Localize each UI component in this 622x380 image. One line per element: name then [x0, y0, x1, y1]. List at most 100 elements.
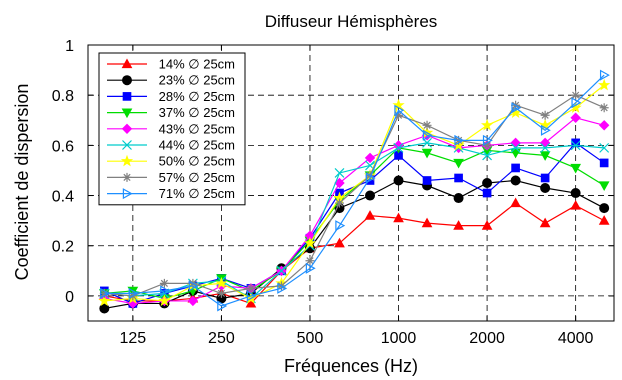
series-9 — [100, 69, 610, 312]
x-tick-label: 2000 — [469, 330, 505, 347]
data-point — [599, 158, 609, 168]
data-point — [453, 193, 464, 204]
legend-label: 43% ∅ 25cm — [159, 121, 235, 136]
data-point — [598, 78, 611, 91]
legend-item: 37% ∅ 25cm — [107, 105, 235, 120]
data-point — [482, 140, 492, 150]
data-point — [510, 137, 521, 149]
data-point — [571, 97, 582, 109]
data-point — [160, 285, 171, 297]
legend-marker — [122, 140, 132, 150]
data-point — [276, 265, 287, 276]
data-point — [511, 102, 522, 114]
y-tick-label: 1 — [65, 38, 74, 55]
data-point — [540, 124, 551, 136]
data-point — [303, 236, 317, 249]
data-point — [539, 217, 551, 228]
x-tick-label: 125 — [119, 330, 146, 347]
data-point — [128, 287, 139, 299]
data-point — [598, 120, 610, 131]
data-point — [215, 276, 228, 289]
data-point — [571, 138, 580, 148]
data-point — [453, 220, 464, 230]
data-point — [217, 300, 228, 312]
data-point — [598, 181, 610, 192]
data-point — [158, 294, 171, 307]
y-tick-label: 0.2 — [52, 239, 74, 256]
data-point — [364, 210, 376, 220]
data-point — [570, 188, 581, 199]
y-tick-label: 0.8 — [52, 88, 74, 105]
data-point — [393, 142, 404, 153]
y-tick-label: 0.6 — [52, 138, 74, 155]
data-point — [482, 188, 492, 198]
data-point — [540, 142, 551, 153]
legend-label: 50% ∅ 25cm — [159, 154, 235, 169]
data-point — [570, 200, 582, 210]
legend-marker — [120, 154, 134, 167]
legend-label: 44% ∅ 25cm — [159, 138, 235, 153]
data-point — [539, 151, 551, 161]
data-point — [422, 129, 433, 141]
data-point — [98, 294, 111, 307]
legend-item: 23% ∅ 25cm — [107, 73, 235, 88]
data-point — [422, 176, 432, 185]
x-tick-label: 500 — [297, 330, 324, 347]
data-point — [334, 168, 345, 178]
plot-frame — [87, 44, 615, 322]
x-axis-label: Fréquences (Hz) — [284, 356, 418, 376]
data-point — [99, 303, 110, 314]
data-point — [364, 152, 376, 164]
data-point — [599, 69, 610, 81]
series-line — [104, 74, 605, 307]
data-point — [570, 112, 581, 123]
data-point — [394, 110, 404, 120]
legend-marker — [122, 172, 132, 182]
y-axis-label: Coefficient de dispersion — [12, 84, 32, 281]
data-point — [510, 142, 521, 153]
data-point — [421, 217, 433, 228]
data-point — [453, 158, 464, 169]
series-line — [104, 147, 605, 300]
legend-item: 44% ∅ 25cm — [107, 138, 235, 153]
legend-marker — [122, 188, 133, 200]
data-point — [540, 173, 550, 183]
x-tick-label: 250 — [208, 330, 235, 347]
data-point — [599, 103, 609, 113]
data-point — [598, 215, 610, 225]
data-point — [482, 150, 493, 161]
legend-marker — [121, 108, 133, 119]
y-tick-label: 0 — [65, 289, 74, 306]
legend-marker — [121, 123, 133, 135]
data-point — [305, 262, 316, 274]
legend-marker — [121, 58, 133, 69]
legend-item: 71% ∅ 25cm — [107, 186, 235, 201]
data-point — [335, 220, 346, 232]
legend-item: 28% ∅ 25cm — [107, 89, 235, 104]
data-point — [482, 134, 493, 146]
y-tick-label: 0.4 — [52, 189, 74, 206]
data-point — [570, 140, 581, 151]
data-point — [187, 295, 199, 307]
data-point — [480, 118, 494, 131]
legend-label: 14% ∅ 25cm — [159, 57, 235, 72]
legend-label: 71% ∅ 25cm — [159, 186, 235, 201]
data-point — [511, 163, 520, 173]
data-point — [245, 297, 257, 308]
data-point — [393, 212, 404, 223]
data-point — [100, 287, 111, 299]
series-line — [104, 94, 605, 297]
chart-title: Diffuseur Hémisphères — [265, 12, 438, 31]
legend-label: 57% ∅ 25cm — [159, 170, 235, 185]
data-point — [570, 163, 582, 174]
legend-marker — [122, 75, 132, 86]
data-point — [246, 283, 256, 293]
series-7 — [98, 78, 611, 307]
legend-item: 57% ∅ 25cm — [107, 170, 235, 185]
data-point — [510, 197, 521, 208]
x-tick-label: 4000 — [558, 330, 594, 347]
series-line — [104, 84, 605, 302]
legend-item: 50% ∅ 25cm — [107, 154, 235, 169]
